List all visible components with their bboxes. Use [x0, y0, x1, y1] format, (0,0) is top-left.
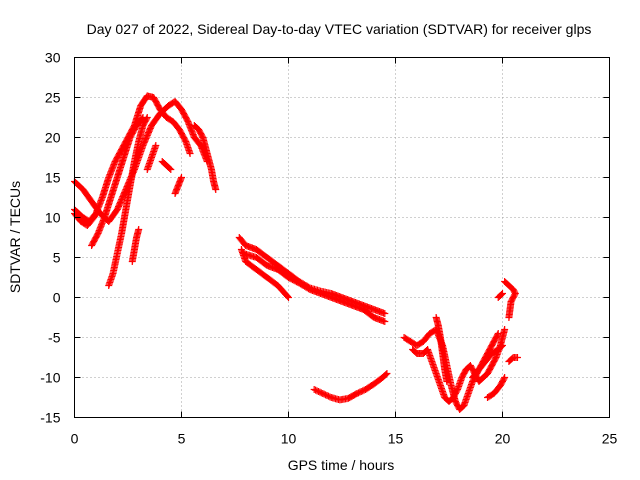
- data-point: [382, 371, 390, 378]
- y-tick-label: 30: [45, 50, 61, 66]
- data-point: [143, 114, 151, 121]
- x-tick-label: 20: [495, 431, 511, 447]
- data-point: [166, 165, 174, 172]
- data-point: [499, 290, 506, 297]
- data-point: [497, 291, 505, 298]
- x-tick-label: 0: [71, 431, 79, 447]
- y-tick-label: 5: [53, 250, 61, 266]
- data-point: [497, 343, 505, 350]
- data-point: [285, 294, 292, 301]
- x-tick-label: 15: [388, 431, 404, 447]
- y-tick-label: 10: [45, 210, 61, 226]
- x-tick-label: 10: [281, 431, 297, 447]
- y-tick-label: 20: [45, 130, 61, 146]
- data-point: [500, 375, 508, 383]
- y-axis-label: SDTVAR / TECUs: [7, 181, 23, 293]
- data-point: [178, 174, 185, 181]
- data-point: [381, 310, 389, 317]
- data-point: [143, 115, 151, 123]
- y-tick-label: -15: [40, 410, 60, 426]
- data-point: [152, 142, 160, 149]
- data-point: [505, 314, 513, 321]
- plot-frame: [74, 57, 610, 418]
- axis-ticks: 0 5 10 15 20 25 -15 -10 -5 0 5 10 15 20 25 30: [40, 50, 617, 447]
- y-tick-label: 25: [45, 90, 61, 106]
- data-point: [501, 374, 509, 381]
- data-points: [71, 92, 521, 413]
- chart-title: Day 027 of 2022, Sidereal Day-to-day VTE…: [87, 21, 592, 37]
- data-point: [501, 326, 509, 333]
- grid: [74, 57, 610, 418]
- data-point: [513, 354, 521, 361]
- data-point: [443, 378, 451, 385]
- data-point: [499, 342, 506, 349]
- y-tick-label: 0: [53, 290, 61, 306]
- data-point: [383, 370, 391, 377]
- y-tick-label: -10: [40, 370, 60, 386]
- data-point: [135, 226, 143, 233]
- y-tick-label: -5: [48, 330, 61, 346]
- x-tick-label: 25: [602, 431, 618, 447]
- x-tick-label: 5: [178, 431, 186, 447]
- x-axis-label: GPS time / hours: [288, 457, 395, 473]
- data-point: [186, 150, 194, 157]
- y-tick-label: 15: [45, 170, 61, 186]
- data-point: [381, 318, 389, 325]
- data-point: [212, 186, 220, 193]
- data-point: [167, 166, 175, 173]
- data-point: [284, 292, 292, 300]
